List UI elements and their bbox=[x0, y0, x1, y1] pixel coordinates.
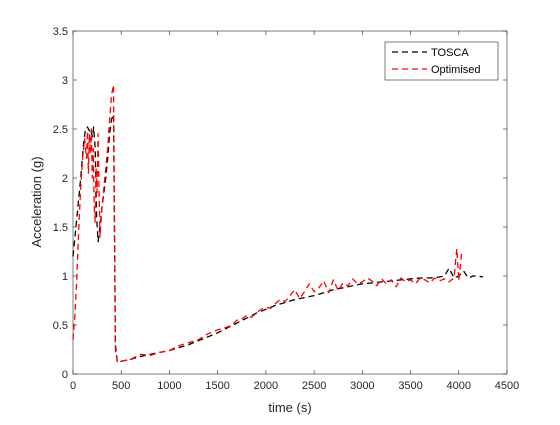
y-tick-label: 1.5 bbox=[53, 222, 68, 234]
x-tick-label: 500 bbox=[112, 380, 130, 392]
y-tick-label: 3 bbox=[62, 75, 68, 87]
x-tick-label: 4000 bbox=[447, 380, 471, 392]
y-tick-label: 2.5 bbox=[53, 124, 68, 136]
series-line-tosca bbox=[72, 113, 484, 363]
y-axis-label: Acceleration (g) bbox=[29, 156, 44, 247]
x-tick-label: 2500 bbox=[302, 380, 326, 392]
x-tick-label: 1000 bbox=[157, 380, 181, 392]
y-tick-label: 3.5 bbox=[53, 26, 68, 38]
x-tick-label: 1500 bbox=[205, 380, 229, 392]
x-tick-label: 0 bbox=[70, 380, 76, 392]
x-tick-label: 3500 bbox=[398, 380, 422, 392]
y-tick-label: 0 bbox=[62, 369, 68, 381]
legend-label-optimised: Optimised bbox=[431, 64, 481, 76]
y-axis: 0 0.5 1 1.5 2 2.5 3 3.5 bbox=[53, 26, 507, 381]
x-tick-label: 2000 bbox=[254, 380, 278, 392]
y-tick-label: 1 bbox=[62, 271, 68, 283]
legend-box bbox=[384, 41, 499, 81]
x-axis-label: time (s) bbox=[268, 400, 311, 415]
y-tick-label: 2 bbox=[62, 173, 68, 185]
plot-area bbox=[72, 30, 508, 375]
y-tick-label: 0.5 bbox=[53, 320, 68, 332]
series-layer bbox=[72, 84, 484, 363]
series-line-optimised bbox=[72, 84, 463, 363]
x-tick-label: 3000 bbox=[350, 380, 374, 392]
legend: TOSCA Optimised bbox=[384, 41, 499, 81]
x-tick-label: 4500 bbox=[495, 380, 519, 392]
legend-label-tosca: TOSCA bbox=[431, 47, 469, 59]
x-axis: 0 500 1000 1500 2000 2500 3000 3500 4000 4500 bbox=[70, 31, 519, 392]
